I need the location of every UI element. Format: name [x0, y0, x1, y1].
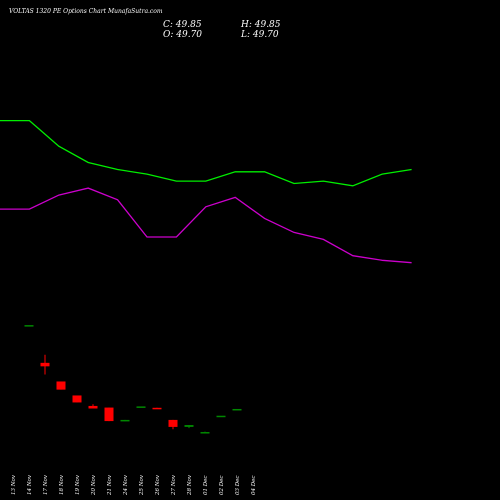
candle-body — [72, 395, 82, 403]
x-tick-label: 20 Nov — [91, 474, 97, 496]
candle-body — [216, 415, 226, 418]
indicator-line-2 — [0, 187, 412, 264]
x-tick-label: 21 Nov — [107, 474, 113, 496]
x-tick-label: 04 Dec — [251, 476, 257, 496]
open-label: O: 49.70 — [163, 30, 202, 40]
candles — [24, 325, 242, 434]
candle-body — [200, 432, 210, 434]
candle-body — [136, 406, 146, 408]
x-tick-label: 03 Dec — [235, 476, 241, 496]
x-tick-label: 13 Nov — [11, 474, 17, 495]
x-tick-label: 24 Nov — [123, 474, 129, 496]
x-tick-label: 01 Dec — [203, 476, 209, 496]
candle-body — [168, 419, 178, 427]
x-tick-label: 25 Nov — [139, 474, 145, 496]
candle-body — [184, 425, 194, 427]
chart-title: VOLTAS 1320 PE Options Chart MunafaSutra… — [9, 8, 163, 15]
candle-body — [56, 381, 66, 390]
x-tick-label: 14 Nov — [27, 474, 33, 495]
x-tick-label: 26 Nov — [155, 474, 161, 496]
candle-body — [40, 362, 50, 367]
candle-body — [104, 407, 114, 422]
x-tick-label: 28 Nov — [187, 474, 193, 496]
x-tick-label: 02 Dec — [219, 476, 225, 496]
candle-body — [24, 325, 34, 327]
x-tick-label: 19 Nov — [75, 474, 81, 495]
close-label: C: 49.85 — [163, 20, 202, 30]
x-tick-label: 18 Nov — [59, 474, 65, 495]
x-tick-label: 17 Nov — [43, 474, 49, 495]
candle-body — [120, 419, 130, 422]
candle-body — [152, 407, 162, 410]
indicator-lines — [0, 119, 412, 264]
low-label: L: 49.70 — [240, 30, 279, 40]
high-label: H: 49.85 — [240, 20, 281, 30]
candle-body — [232, 408, 242, 411]
x-tick-label: 27 Nov — [171, 474, 177, 496]
indicator-line-1 — [0, 119, 412, 187]
candle-body — [88, 405, 98, 409]
x-axis-ticks: 13 Nov 14 Nov 17 Nov 18 Nov 19 Nov 20 Nov 21 N… — [11, 474, 257, 496]
